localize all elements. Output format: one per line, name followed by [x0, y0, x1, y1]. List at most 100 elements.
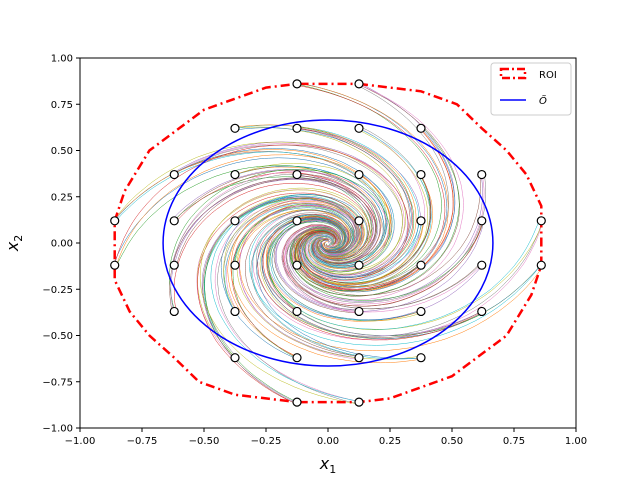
- y-tick-label: 0.00: [51, 239, 73, 250]
- trajectory-line: [310, 236, 360, 268]
- trajectory-line: [282, 226, 360, 311]
- trajectory-line: [299, 233, 421, 288]
- initial-point: [292, 353, 302, 363]
- initial-point: [110, 260, 120, 270]
- legend: ROI Õ: [490, 62, 572, 116]
- trajectory-line: [201, 196, 360, 403]
- x-tick-label: −0.75: [127, 436, 158, 447]
- trajectory-line: [251, 214, 419, 360]
- y-axis-label: x2: [3, 235, 25, 252]
- x-tick-label: 0.25: [379, 436, 401, 447]
- trajectory-line: [295, 220, 424, 285]
- initial-point: [169, 260, 179, 270]
- initial-point: [292, 169, 302, 180]
- trajectory-line: [114, 144, 409, 281]
- y-tick-label: 0.25: [51, 192, 73, 203]
- initial-point: [416, 306, 426, 317]
- y-tick-label: −0.25: [42, 285, 73, 296]
- trajectory-line: [220, 194, 368, 360]
- trajectory-line: [217, 202, 359, 405]
- x-tick-label: −1.00: [65, 436, 96, 447]
- trajectory-line: [281, 225, 484, 313]
- initial-point: [536, 216, 546, 226]
- x-tick-label: 0.00: [317, 436, 339, 447]
- initial-point: [230, 216, 240, 226]
- trajectory-line: [171, 179, 374, 265]
- trajectory-line: [232, 207, 352, 264]
- initial-point: [477, 169, 487, 180]
- initial-point: [354, 169, 364, 180]
- trajectory-line: [308, 235, 359, 269]
- trajectory-line: [238, 204, 361, 359]
- invariant-ellipse: [162, 119, 494, 367]
- initial-point: [230, 169, 240, 180]
- trajectory-line: [176, 178, 377, 267]
- trajectory-line: [223, 197, 363, 311]
- initial-point: [354, 79, 364, 89]
- initial-point: [354, 353, 364, 363]
- initial-point: [292, 397, 302, 407]
- initial-point: [354, 123, 364, 133]
- trajectory-line: [300, 232, 423, 288]
- trajectories: [113, 82, 544, 405]
- initial-point: [230, 353, 240, 363]
- trajectory-line: [290, 226, 421, 292]
- legend-roi-swatch: [499, 67, 527, 80]
- y-tick-label: 0.50: [51, 146, 73, 157]
- trajectory-line: [169, 177, 376, 314]
- y-axis-ticks: −1.00 −0.75 −0.50 −0.25 0.00 0.25 0.50 0.75 1.00: [42, 54, 80, 435]
- trajectory-line: [172, 170, 389, 272]
- initial-points: [110, 79, 546, 407]
- legend-box: [490, 62, 572, 116]
- initial-point: [354, 397, 364, 407]
- trajectory-line: [173, 183, 370, 313]
- trajectory-line: [116, 154, 392, 269]
- trajectory-line: [271, 220, 422, 321]
- initial-point: [292, 79, 302, 89]
- trajectory-line: [256, 212, 543, 337]
- trajectory-line: [197, 189, 369, 360]
- initial-point: [230, 260, 240, 270]
- legend-roi-label: ROI: [539, 70, 557, 81]
- y-tick-label: 0.75: [51, 100, 73, 111]
- initial-point: [230, 306, 240, 317]
- y-tick-label: −1.00: [42, 424, 73, 435]
- x-tick-label: 1.00: [565, 436, 587, 447]
- initial-point: [292, 123, 302, 133]
- initial-point: [416, 353, 426, 363]
- legend-ellipse-label: Õ: [539, 94, 547, 107]
- initial-point: [354, 216, 364, 226]
- initial-point: [169, 169, 179, 180]
- x-tick-label: −0.25: [251, 436, 282, 447]
- trajectory-line: [236, 194, 364, 259]
- initial-point: [416, 123, 426, 133]
- initial-point: [416, 216, 426, 226]
- trajectory-line: [171, 173, 384, 268]
- trajectory-line: [236, 203, 422, 360]
- trajectory-line: [214, 199, 362, 403]
- trajectory-line: [256, 218, 420, 359]
- initial-point: [354, 306, 364, 317]
- initial-point: [292, 306, 302, 317]
- trajectory-line: [210, 195, 362, 402]
- x-axis-label: x1: [319, 454, 336, 476]
- y-tick-label: −0.50: [42, 331, 73, 342]
- initial-point: [416, 260, 426, 270]
- initial-point: [477, 216, 487, 226]
- initial-point: [477, 260, 487, 270]
- initial-point: [169, 216, 179, 226]
- trajectory-line: [268, 221, 485, 337]
- initial-point: [354, 260, 364, 270]
- roi-boundary-line: [113, 82, 543, 404]
- initial-point: [292, 260, 302, 270]
- initial-point: [292, 216, 302, 226]
- trajectory-line: [250, 214, 361, 357]
- trajectory-line: [169, 169, 390, 311]
- x-axis-ticks: −1.00 −0.75 −0.50 −0.25 0.00 0.25 0.50 0.75 1.00: [65, 428, 587, 447]
- trajectory-line: [113, 157, 387, 267]
- roi-boundary: [113, 82, 543, 404]
- initial-point: [230, 123, 240, 133]
- trajectory-line: [199, 187, 371, 405]
- trajectory-line: [291, 227, 340, 266]
- initial-point: [536, 260, 546, 270]
